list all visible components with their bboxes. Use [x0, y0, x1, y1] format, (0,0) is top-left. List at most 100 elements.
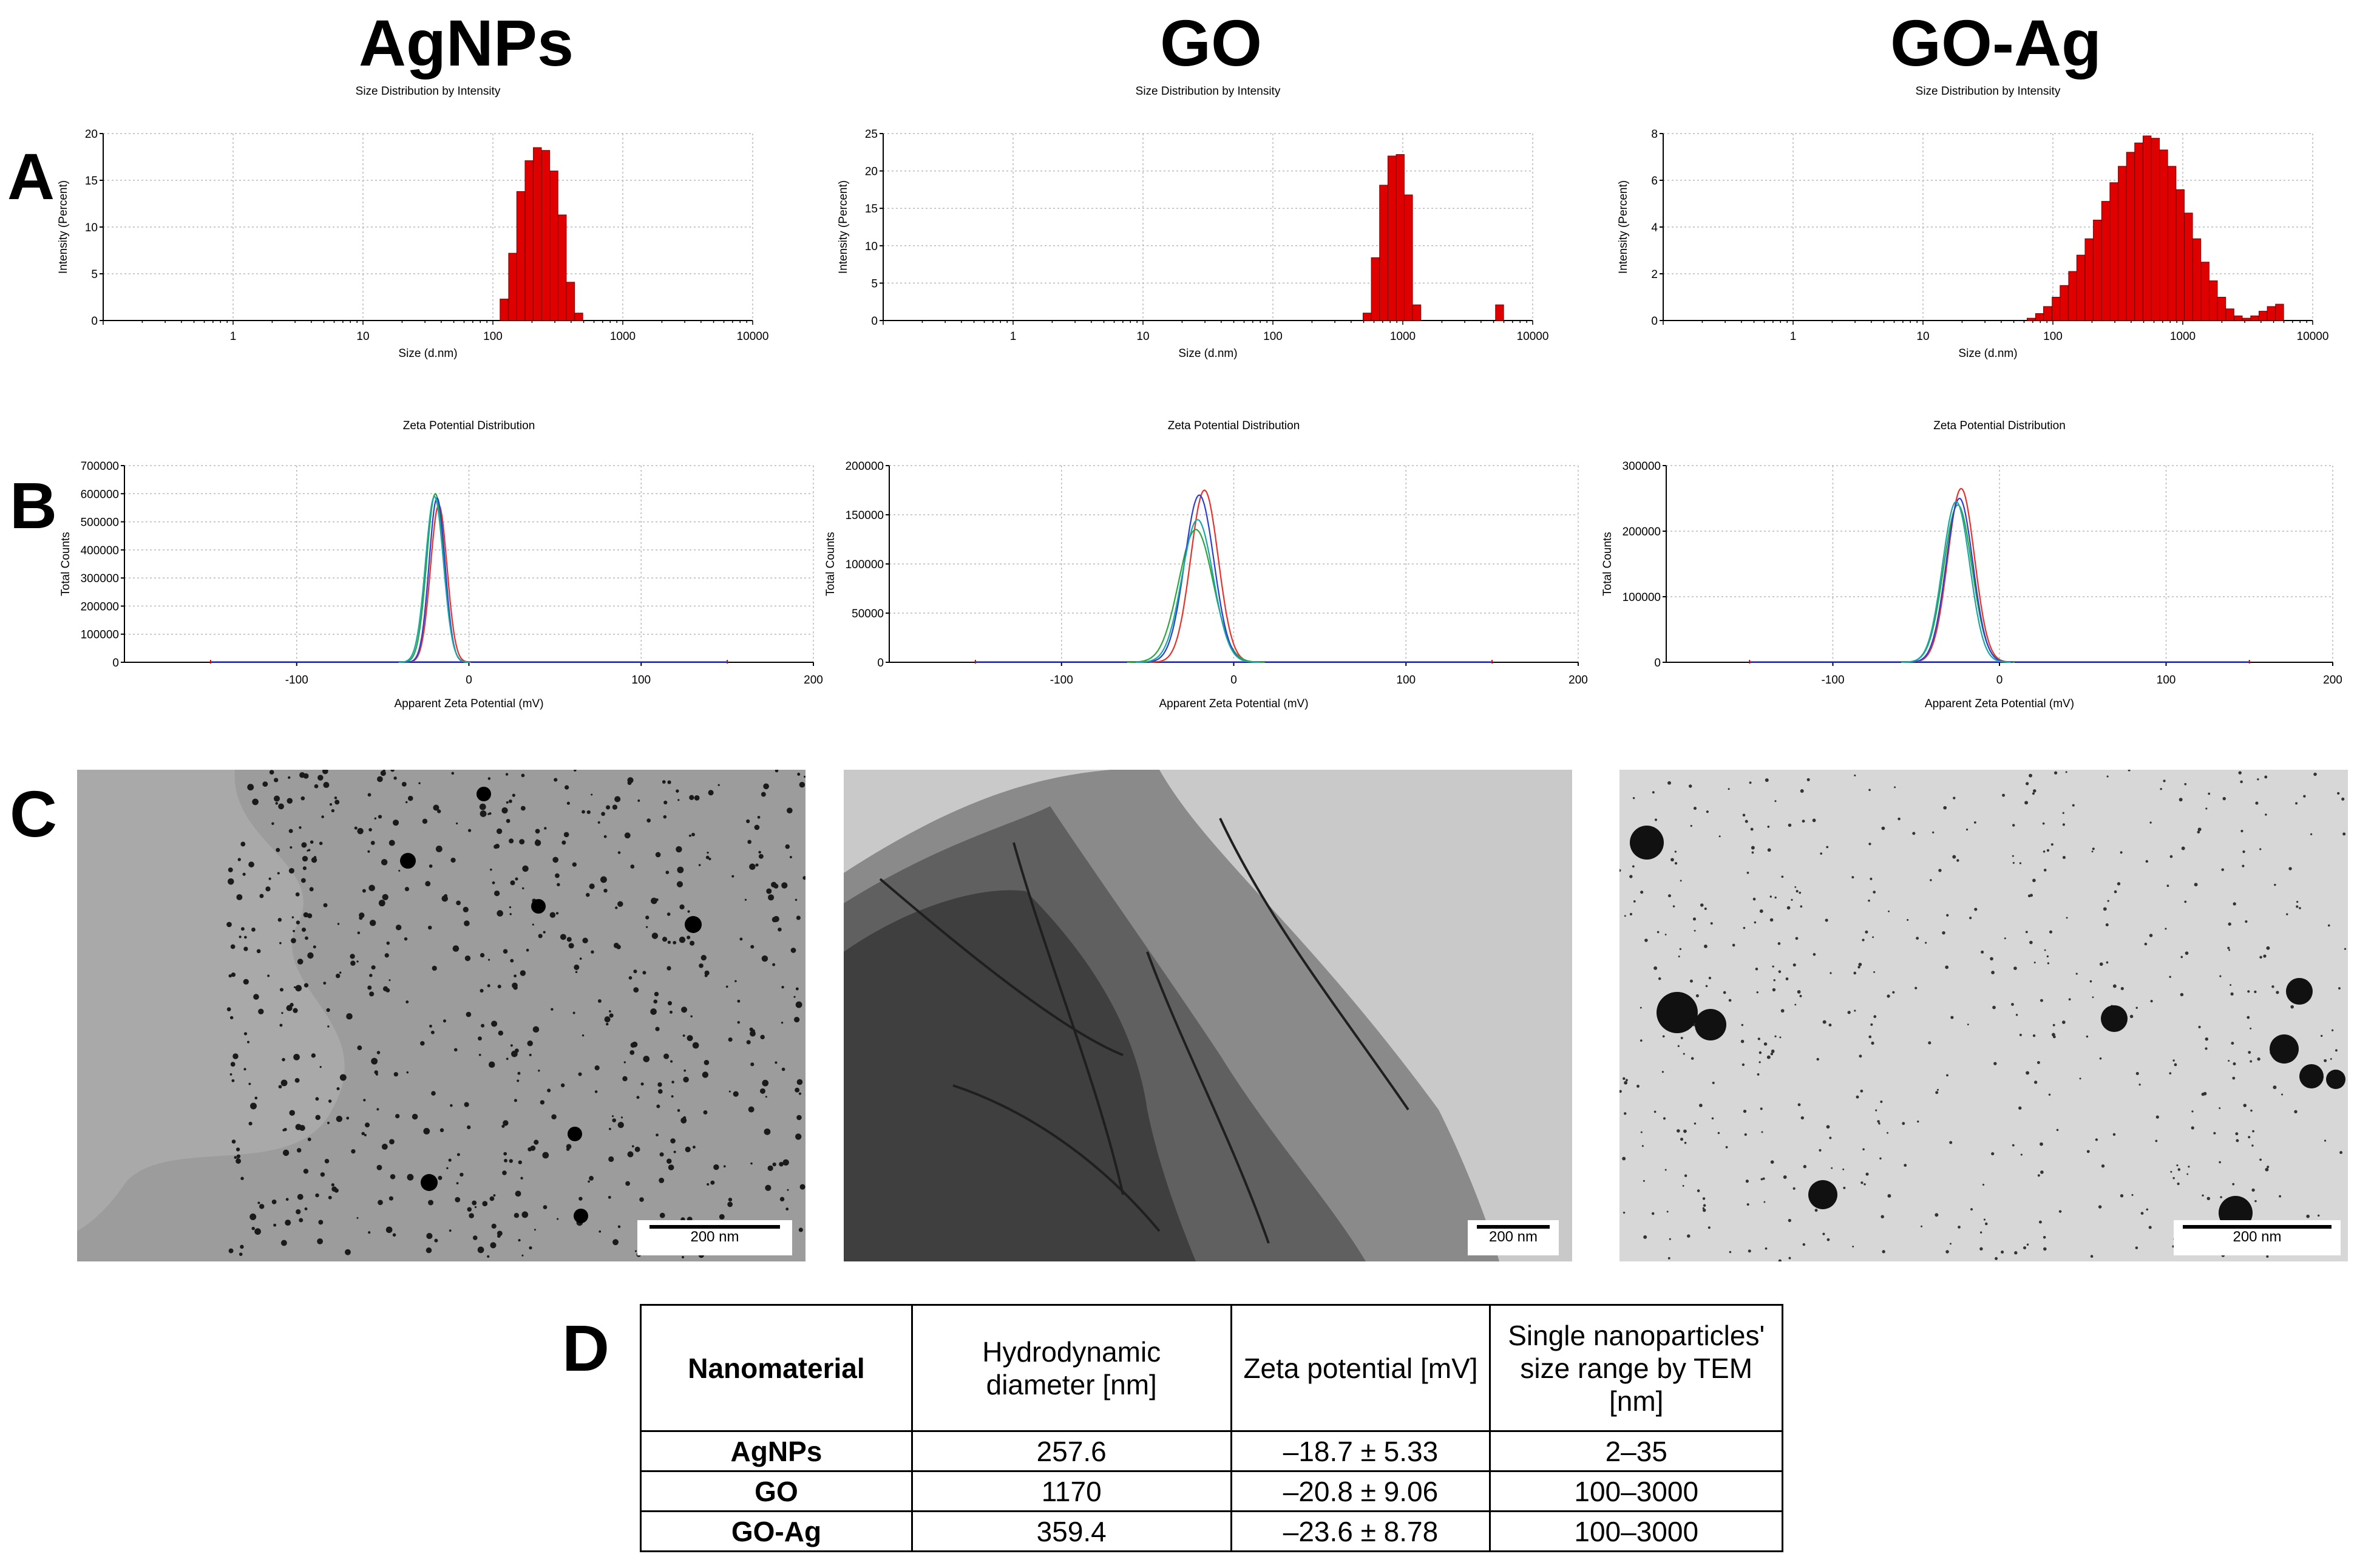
- nanoparticle: [676, 846, 682, 853]
- nanoparticle: [2015, 1014, 2018, 1016]
- nanoparticle: [557, 883, 560, 887]
- histogram-bar: [2176, 189, 2185, 321]
- nanoparticle: [1766, 1055, 1771, 1059]
- nanoparticle: [2337, 792, 2340, 795]
- nanoparticle: [1708, 1226, 1711, 1229]
- nanoparticle: [243, 979, 249, 985]
- nanoparticle: [371, 1057, 378, 1065]
- nanoparticle: [1683, 1129, 1687, 1133]
- y-axis-label: Intensity (Percent): [57, 180, 70, 274]
- nanoparticle: [2198, 1025, 2201, 1028]
- nanoparticle: [311, 857, 317, 863]
- nanoparticle: [369, 991, 375, 997]
- nanoparticle: [1982, 1183, 1985, 1186]
- nanoparticle: [1771, 1049, 1775, 1053]
- nanoparticle: [283, 1128, 287, 1132]
- nanoparticle: [2296, 905, 2299, 908]
- histogram-bar: [1396, 154, 1405, 321]
- nanoparticle: [2248, 1051, 2251, 1054]
- nanoparticle: [1871, 1041, 1874, 1045]
- nanoparticle: [2221, 868, 2224, 871]
- nanoparticle: [565, 785, 569, 790]
- nanoparticle: [2032, 792, 2035, 795]
- nanoparticle: [1633, 900, 1636, 903]
- tem-agnps-texture: [77, 770, 805, 1261]
- nanoparticle: [612, 804, 618, 810]
- nanoparticle: [2106, 961, 2109, 964]
- nanoparticle: [540, 1100, 545, 1105]
- nanoparticle: [438, 1175, 443, 1180]
- y-tick-label: 5: [91, 268, 98, 281]
- nanoparticle: [627, 1151, 634, 1158]
- nanoparticle: [441, 895, 449, 902]
- nanoparticle: [746, 819, 750, 824]
- nanoparticle: [1887, 1194, 1891, 1198]
- nanoparticle: [2144, 942, 2148, 946]
- nanoparticle: [1785, 977, 1789, 980]
- nanoparticle: [393, 820, 399, 826]
- y-tick-label: 0: [1651, 315, 1658, 328]
- nanoparticle: [1746, 1203, 1749, 1206]
- nanoparticle: [514, 974, 517, 978]
- nanoparticle: [497, 985, 501, 989]
- nanoparticle: [616, 945, 621, 949]
- nanoparticle: [772, 917, 778, 923]
- nanoparticle: [640, 1082, 644, 1086]
- tem-bg: [1619, 770, 2348, 1261]
- nanoparticle: [1680, 1037, 1683, 1039]
- nanoparticle: [2259, 1158, 2262, 1161]
- nanoparticle: [1779, 1036, 1782, 1039]
- nanoparticle: [1761, 1131, 1763, 1133]
- nanoparticle: [2250, 1060, 2253, 1063]
- nanoparticle: [1640, 1039, 1643, 1042]
- series-line-run-blue: [405, 497, 469, 663]
- summary-table: Nanomaterial Hydrodynamic diameter [nm] …: [640, 1304, 1783, 1552]
- histogram-bar: [2035, 313, 2044, 321]
- nanoparticle: [2086, 1150, 2090, 1153]
- nanoparticle: [710, 1180, 715, 1185]
- nanoparticle: [1677, 1129, 1680, 1133]
- nanoparticle: [1854, 774, 1856, 776]
- nanoparticle: [2339, 1151, 2343, 1155]
- nanoparticle: [785, 844, 790, 849]
- nanoparticle: [294, 1078, 300, 1083]
- x-tick-label: 200: [804, 674, 823, 687]
- nanoparticle: [677, 1109, 680, 1112]
- nanoparticle: [367, 985, 372, 990]
- nanoparticle: [645, 915, 649, 920]
- nanoparticle: [520, 970, 526, 976]
- silver-cluster: [2286, 978, 2313, 1005]
- nanoparticle: [404, 937, 408, 941]
- grid: [883, 133, 1533, 321]
- nanoparticle: [249, 1213, 257, 1220]
- nanoparticle: [2075, 972, 2078, 975]
- histogram-bar: [541, 150, 551, 321]
- nanoparticle: [456, 1153, 460, 1156]
- nanoparticle: [446, 1167, 449, 1170]
- nanoparticle: [673, 940, 677, 945]
- nanoparticle: [2046, 849, 2050, 852]
- nanoparticle: [1852, 1245, 1854, 1247]
- nanoparticle: [1718, 835, 1721, 838]
- nanoparticle: [301, 928, 307, 932]
- nanoparticle: [796, 1079, 803, 1085]
- nanoparticle: [282, 1149, 290, 1156]
- histogram-bar: [2060, 285, 2069, 321]
- nanoparticle: [754, 824, 760, 830]
- nanoparticle: [614, 796, 621, 803]
- nanoparticle: [2032, 1034, 2036, 1037]
- histogram-bar: [2159, 149, 2168, 321]
- nanoparticle: [2273, 1085, 2277, 1090]
- nanoparticle: [688, 834, 691, 837]
- nanoparticle: [2098, 1205, 2102, 1209]
- header-zeta-potential: Zeta potential [mV]: [1230, 1304, 1491, 1432]
- nanoparticle: [315, 1097, 319, 1101]
- nanoparticle: [657, 1082, 662, 1087]
- nanoparticle: [522, 865, 529, 872]
- histogram-bar: [508, 253, 517, 321]
- nanoparticle: [1778, 970, 1782, 973]
- nanoparticle: [2043, 1247, 2047, 1251]
- nanoparticle: [2049, 930, 2053, 934]
- nanoparticle: [2053, 771, 2058, 775]
- nanoparticle: [282, 1057, 285, 1062]
